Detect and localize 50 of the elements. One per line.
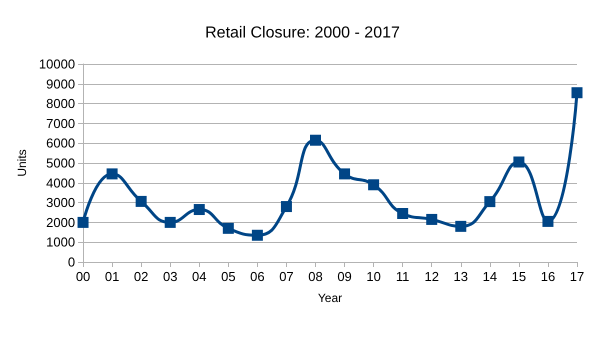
point <box>194 204 205 216</box>
point <box>136 196 147 207</box>
point <box>252 230 263 241</box>
chart-title: Retail Closure: 2000 - 2017 <box>205 24 400 42</box>
x-tick-label: 13 <box>454 269 468 284</box>
point <box>542 216 554 227</box>
y-tick-label: 9000 <box>46 76 76 92</box>
x-tick-label: 08 <box>308 269 323 284</box>
x-tick-label: 06 <box>250 269 265 284</box>
y-tick-label: 7000 <box>46 116 76 131</box>
point <box>339 168 350 180</box>
point <box>484 196 496 208</box>
x-tick-label: 10 <box>366 269 381 284</box>
x-tick-label: 04 <box>192 269 207 284</box>
x-tick-label: 16 <box>540 269 556 284</box>
point <box>78 216 89 228</box>
x-tick-label: 00 <box>76 269 90 284</box>
x-tick-label: 17 <box>570 269 584 284</box>
x-tick-label: 07 <box>279 269 294 284</box>
point <box>572 87 582 98</box>
x-tick-label: 11 <box>396 269 410 284</box>
x-tick-label: 15 <box>512 269 526 284</box>
point <box>513 156 524 168</box>
x-tick-label: 05 <box>221 269 236 284</box>
x-tick-label: 01 <box>104 269 120 284</box>
point <box>106 168 118 180</box>
x-axis-title: Year <box>318 291 342 305</box>
y-tick-label: 5000 <box>46 156 76 170</box>
x-tick-label: 09 <box>337 269 352 284</box>
y-tick-label: 2000 <box>46 214 76 230</box>
y-tick-label: 10000 <box>38 56 76 72</box>
point <box>455 220 466 232</box>
y-tick-label: 3000 <box>46 195 76 210</box>
y-axis-title: Units <box>15 149 29 177</box>
point <box>280 201 292 212</box>
point <box>426 214 438 225</box>
point <box>368 179 380 190</box>
y-tick-label: 1000 <box>46 234 76 250</box>
x-tick-label: 03 <box>162 269 178 284</box>
y-tick-label: 8000 <box>46 96 76 112</box>
x-tick-label: 12 <box>424 269 439 284</box>
point <box>164 216 176 228</box>
point <box>222 222 234 234</box>
x-tick-label: 02 <box>134 269 148 284</box>
y-tick-label: 6000 <box>46 136 76 151</box>
y-tick-label: 4000 <box>46 175 76 190</box>
point <box>310 134 321 146</box>
point <box>397 208 408 219</box>
y-tick-label: 0 <box>68 254 76 270</box>
x-tick-label: 14 <box>482 269 498 284</box>
